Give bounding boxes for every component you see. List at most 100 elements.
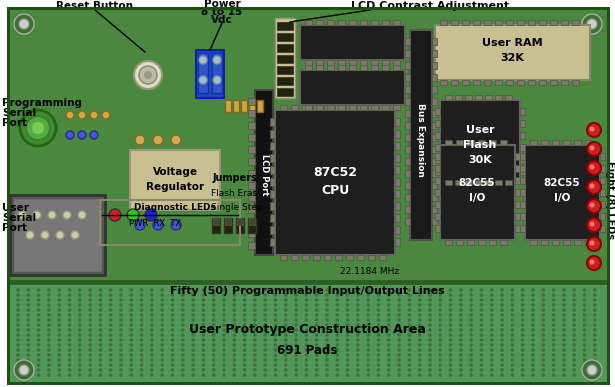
Circle shape: [109, 209, 121, 221]
Circle shape: [161, 363, 164, 367]
Bar: [277, 33, 293, 41]
Circle shape: [57, 328, 61, 332]
Circle shape: [408, 303, 411, 307]
Bar: [395, 190, 400, 198]
Circle shape: [521, 313, 525, 317]
Circle shape: [541, 323, 545, 327]
Circle shape: [541, 293, 545, 297]
Circle shape: [500, 313, 504, 317]
Circle shape: [212, 353, 215, 357]
Circle shape: [274, 303, 277, 307]
Bar: [248, 110, 255, 117]
Circle shape: [469, 338, 473, 342]
Circle shape: [37, 333, 41, 337]
Bar: [484, 20, 491, 25]
Circle shape: [552, 373, 555, 377]
Circle shape: [346, 313, 349, 317]
Circle shape: [130, 313, 133, 317]
Bar: [405, 122, 410, 129]
Circle shape: [16, 343, 20, 347]
Circle shape: [130, 368, 133, 372]
Circle shape: [98, 358, 102, 362]
Circle shape: [552, 308, 555, 312]
Circle shape: [253, 358, 256, 362]
Circle shape: [336, 358, 339, 362]
Circle shape: [438, 288, 442, 292]
Circle shape: [469, 293, 473, 297]
Circle shape: [315, 373, 319, 377]
Circle shape: [469, 303, 473, 307]
Bar: [506, 20, 513, 25]
Bar: [451, 20, 458, 25]
Circle shape: [367, 323, 370, 327]
Circle shape: [510, 333, 514, 337]
Circle shape: [552, 338, 555, 342]
Circle shape: [449, 298, 453, 302]
Circle shape: [98, 373, 102, 377]
Circle shape: [78, 353, 82, 357]
Circle shape: [587, 237, 601, 251]
Circle shape: [552, 348, 555, 352]
Circle shape: [428, 368, 432, 372]
Circle shape: [68, 328, 71, 332]
Bar: [277, 88, 293, 96]
Circle shape: [367, 343, 370, 347]
Circle shape: [119, 323, 123, 327]
Circle shape: [274, 323, 277, 327]
Circle shape: [150, 343, 154, 347]
Bar: [335, 255, 342, 260]
Circle shape: [418, 298, 421, 302]
Circle shape: [480, 348, 483, 352]
Bar: [530, 240, 537, 245]
Circle shape: [459, 318, 462, 322]
Circle shape: [284, 368, 288, 372]
Circle shape: [490, 348, 494, 352]
Circle shape: [562, 358, 566, 362]
Circle shape: [212, 368, 215, 372]
Circle shape: [582, 323, 586, 327]
Bar: [395, 154, 400, 162]
Circle shape: [253, 323, 256, 327]
Bar: [405, 50, 410, 57]
Text: User: User: [466, 125, 494, 135]
Circle shape: [202, 308, 205, 312]
Circle shape: [37, 308, 41, 312]
Circle shape: [490, 313, 494, 317]
Circle shape: [408, 338, 411, 342]
Circle shape: [295, 288, 298, 292]
Bar: [432, 122, 437, 129]
Circle shape: [428, 363, 432, 367]
Circle shape: [387, 288, 391, 292]
Circle shape: [367, 358, 370, 362]
Circle shape: [284, 358, 288, 362]
Bar: [305, 65, 312, 70]
Circle shape: [191, 338, 195, 342]
Circle shape: [232, 363, 236, 367]
Circle shape: [510, 363, 514, 367]
Text: 30K: 30K: [468, 155, 492, 165]
Circle shape: [510, 298, 514, 302]
Circle shape: [582, 343, 586, 347]
Circle shape: [480, 338, 483, 342]
Circle shape: [16, 298, 20, 302]
Circle shape: [140, 363, 143, 367]
Circle shape: [47, 313, 50, 317]
Circle shape: [562, 328, 566, 332]
Circle shape: [438, 358, 442, 362]
Bar: [275, 18, 295, 98]
Circle shape: [480, 328, 483, 332]
Circle shape: [304, 308, 308, 312]
Circle shape: [130, 293, 133, 297]
Circle shape: [150, 298, 154, 302]
Circle shape: [181, 348, 184, 352]
Circle shape: [202, 298, 205, 302]
Circle shape: [356, 358, 360, 362]
Circle shape: [336, 323, 339, 327]
Bar: [405, 110, 410, 117]
Circle shape: [263, 328, 267, 332]
Circle shape: [222, 363, 226, 367]
Circle shape: [325, 368, 329, 372]
Circle shape: [47, 293, 50, 297]
Circle shape: [232, 303, 236, 307]
Circle shape: [284, 348, 288, 352]
